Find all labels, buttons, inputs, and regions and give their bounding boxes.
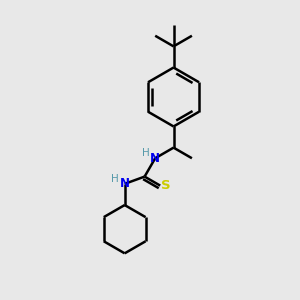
Text: N: N (150, 152, 160, 165)
Text: H: H (142, 148, 150, 158)
Text: N: N (120, 177, 130, 190)
Text: H: H (111, 174, 119, 184)
Text: S: S (161, 179, 170, 192)
